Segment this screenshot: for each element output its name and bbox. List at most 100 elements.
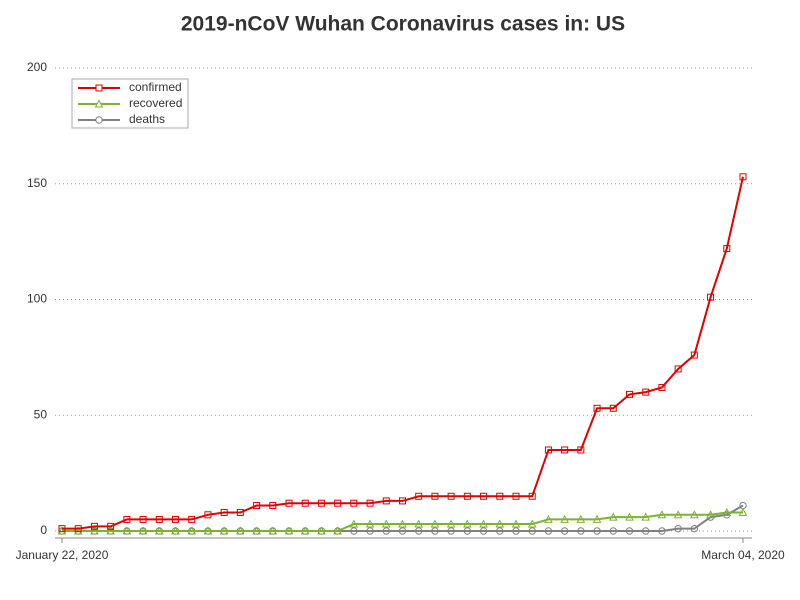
marker	[350, 499, 358, 507]
marker	[706, 510, 715, 519]
marker	[415, 527, 423, 535]
marker	[236, 526, 245, 535]
marker	[203, 526, 213, 535]
marker	[95, 116, 103, 124]
marker	[739, 501, 747, 510]
marker	[106, 526, 115, 535]
marker	[366, 499, 374, 507]
marker	[398, 519, 407, 528]
marker	[511, 519, 521, 528]
marker	[544, 514, 553, 523]
marker	[430, 519, 440, 528]
marker	[107, 522, 115, 530]
marker	[722, 507, 732, 516]
marker	[415, 492, 423, 500]
marker	[155, 515, 163, 523]
marker	[673, 510, 683, 519]
marker	[317, 499, 325, 507]
marker	[480, 492, 488, 500]
marker	[269, 502, 277, 510]
marker	[447, 492, 455, 500]
marker	[333, 526, 342, 535]
marker	[58, 525, 66, 533]
legend-label: deaths	[129, 112, 165, 126]
marker	[334, 499, 342, 507]
x-tick-label: January 22, 2020	[16, 548, 109, 562]
y-tick-label: 150	[27, 176, 47, 190]
marker	[723, 245, 731, 253]
marker	[463, 527, 472, 535]
marker	[431, 527, 439, 535]
marker	[739, 173, 747, 181]
marker	[446, 519, 456, 528]
legend: confirmed recovered deaths	[71, 78, 189, 129]
marker	[674, 365, 682, 373]
y-tick-label: 200	[27, 60, 47, 74]
marker	[253, 502, 261, 510]
marker	[609, 404, 617, 412]
marker	[204, 511, 212, 519]
marker	[57, 526, 67, 535]
marker	[609, 527, 617, 535]
marker	[187, 526, 197, 535]
marker	[674, 524, 682, 533]
marker	[528, 527, 536, 535]
marker	[592, 514, 602, 523]
marker	[398, 527, 407, 535]
marker	[252, 526, 261, 535]
chart-title: 2019-nCoV Wuhan Coronavirus cases in: US	[181, 13, 625, 36]
marker	[94, 99, 104, 108]
y-tick-label: 50	[34, 407, 48, 421]
marker	[172, 515, 179, 523]
marker	[138, 526, 148, 535]
marker	[495, 519, 505, 528]
marker	[268, 526, 278, 535]
legend-label: confirmed	[129, 80, 182, 94]
marker	[738, 507, 748, 516]
marker	[641, 512, 651, 521]
marker	[512, 527, 520, 535]
marker	[285, 499, 293, 507]
marker	[625, 527, 634, 535]
marker	[381, 519, 391, 528]
line	[62, 176, 744, 530]
marker	[626, 390, 633, 398]
marker	[350, 527, 358, 535]
marker	[414, 519, 424, 528]
legend-label: recovered	[129, 96, 182, 110]
marker	[690, 351, 698, 359]
marker	[349, 519, 359, 528]
marker	[561, 446, 569, 454]
marker	[123, 515, 131, 523]
marker	[365, 519, 375, 528]
marker	[431, 492, 439, 500]
marker	[496, 527, 504, 535]
marker	[625, 512, 634, 521]
marker	[382, 497, 390, 505]
marker	[560, 514, 569, 523]
marker	[512, 492, 520, 500]
marker	[73, 526, 83, 535]
marker	[463, 492, 471, 500]
line	[62, 511, 743, 532]
marker	[544, 446, 552, 454]
marker	[301, 499, 309, 507]
marker	[690, 510, 699, 519]
marker	[690, 524, 699, 533]
marker	[188, 515, 196, 523]
marker	[479, 527, 488, 535]
marker	[447, 527, 455, 535]
marker	[577, 527, 585, 535]
marker	[284, 526, 294, 535]
marker	[154, 526, 164, 535]
marker	[496, 492, 504, 500]
marker	[220, 508, 228, 516]
marker	[657, 510, 667, 519]
marker	[122, 526, 132, 535]
marker	[642, 527, 650, 535]
x-tick-label: March 04, 2020	[701, 548, 785, 562]
marker	[74, 525, 82, 533]
marker	[219, 526, 229, 535]
marker	[95, 84, 103, 92]
